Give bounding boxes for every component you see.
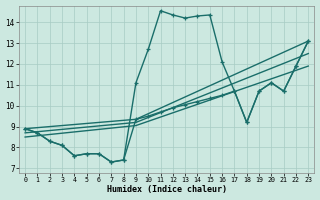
X-axis label: Humidex (Indice chaleur): Humidex (Indice chaleur): [107, 185, 227, 194]
